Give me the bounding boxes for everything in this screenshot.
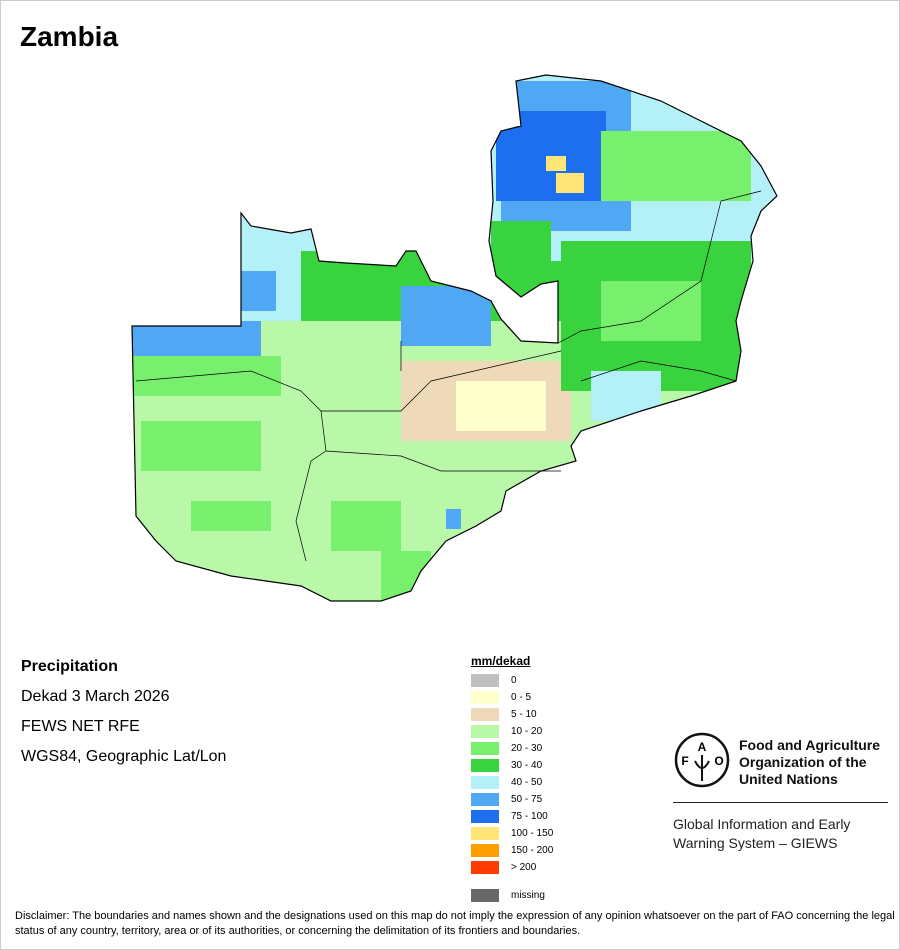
legend-item: 150 - 200 [471,842,553,859]
fao-emblem-icon: A F O [674,732,730,788]
legend-item: 10 - 20 [471,723,553,740]
legend-swatch [471,861,499,874]
fao-logo: A F O Food and Agriculture Organization … [673,731,888,851]
legend-label: 75 - 100 [511,811,548,822]
legend-label: > 200 [511,862,537,873]
svg-text:A: A [698,740,707,754]
legend-item: 50 - 75 [471,791,553,808]
legend-label: 150 - 200 [511,845,554,856]
legend-item: 40 - 50 [471,774,553,791]
legend-label: 10 - 20 [511,726,543,737]
variable-label: Precipitation [21,658,118,675]
legend-swatch [471,810,499,823]
legend-item: 20 - 30 [471,740,553,757]
svg-text:F: F [681,754,688,768]
legend-swatch [471,742,499,755]
legend-swatch [471,674,499,687]
map-title: Zambia [20,21,119,52]
legend-item: 100 - 150 [471,825,553,842]
legend-swatch [471,889,499,902]
legend-item: 30 - 40 [471,757,553,774]
legend-swatch [471,759,499,772]
disclaimer: Disclaimer: The boundaries and names sho… [15,910,895,937]
legend-swatch [471,827,499,840]
legend-label: 30 - 40 [511,760,543,771]
giews-label: Global Information and Early Warning Sys… [673,816,851,851]
legend-swatch [471,776,499,789]
legend-item: 0 - 5 [471,689,553,706]
legend: mm/dekad 0 0 - 5 5 - 10 10 - 20 20 - 30 30 - … [471,654,553,904]
legend-label: 20 - 30 [511,743,543,754]
projection-label: WGS84, Geographic Lat/Lon [21,748,227,765]
legend-label: 40 - 50 [511,777,543,788]
legend-item: 0 [471,672,553,689]
fao-name: Food and Agriculture Organization of the… [739,737,881,787]
legend-swatch [471,708,499,721]
legend-item-missing: missing [471,887,553,904]
legend-swatch [471,844,499,857]
legend-label: 100 - 150 [511,828,554,839]
legend-label: missing [511,890,545,901]
legend-item: 75 - 100 [471,808,553,825]
legend-label: 0 - 5 [511,692,532,703]
legend-title: mm/dekad [471,654,531,668]
legend-item: > 200 [471,859,553,876]
period-label: Dekad 3 March 2026 [21,688,170,705]
legend-label: 50 - 75 [511,794,543,805]
legend-swatch [471,725,499,738]
source-label: FEWS NET RFE [21,718,140,735]
legend-swatch [471,691,499,704]
legend-label: 5 - 10 [511,709,537,720]
divider [673,802,888,803]
precipitation-map [131,74,778,602]
legend-swatch [471,793,499,806]
svg-text:O: O [714,754,723,768]
legend-label: 0 [511,675,517,686]
legend-item: 5 - 10 [471,706,553,723]
